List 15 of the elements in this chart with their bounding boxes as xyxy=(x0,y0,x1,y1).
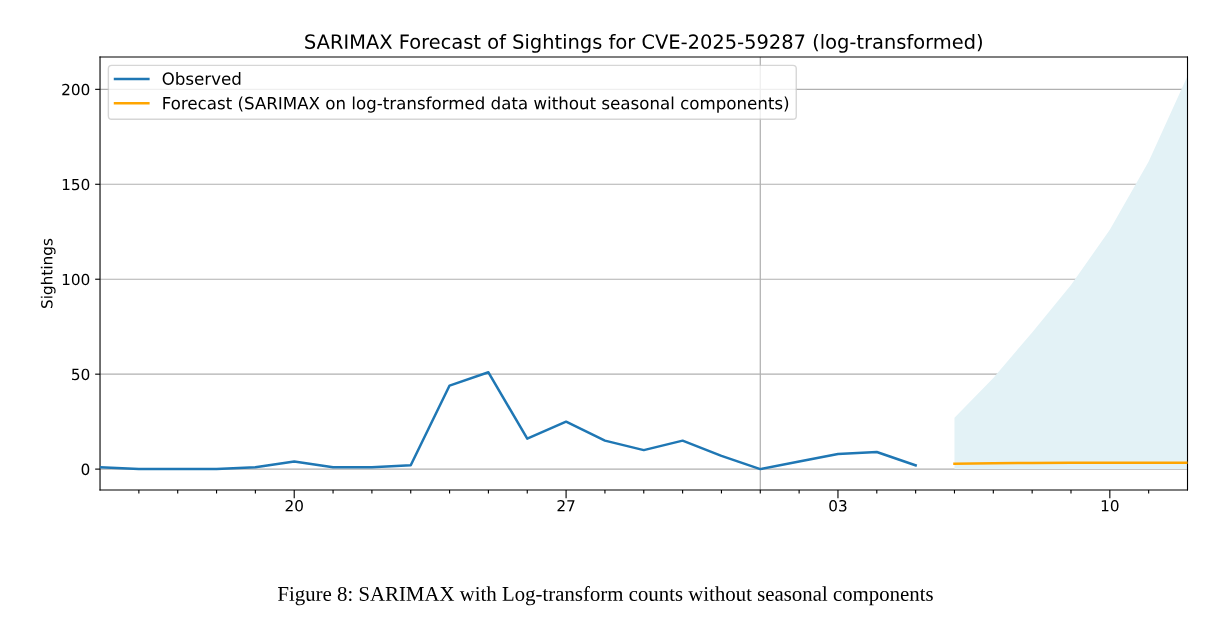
chart-title: SARIMAX Forecast of Sightings for CVE-2025-59287 (log-transformed) xyxy=(305,33,982,53)
x-tick-label: 03 xyxy=(829,499,847,512)
y-tick-label: 0 xyxy=(81,463,90,476)
y-axis-title: Sightings xyxy=(40,238,56,308)
y-tick-label: 50 xyxy=(72,368,90,381)
caption: Figure 8: SARIMAX with Log-transform counts without seasonal components xyxy=(278,586,933,606)
y-tick-label: 200 xyxy=(62,83,90,96)
legend-label: Forecast (SARIMAX on log-transformed data without seasonal components) xyxy=(163,96,789,113)
line-series xyxy=(100,371,917,471)
x-tick-label: 10 xyxy=(1101,499,1119,512)
y-tick-label: 150 xyxy=(62,178,90,191)
x-tick-label: 20 xyxy=(285,499,303,512)
legend-label: Observed xyxy=(162,72,241,85)
y-tick-label: 100 xyxy=(62,273,90,286)
x-tick-label: 27 xyxy=(557,499,575,512)
